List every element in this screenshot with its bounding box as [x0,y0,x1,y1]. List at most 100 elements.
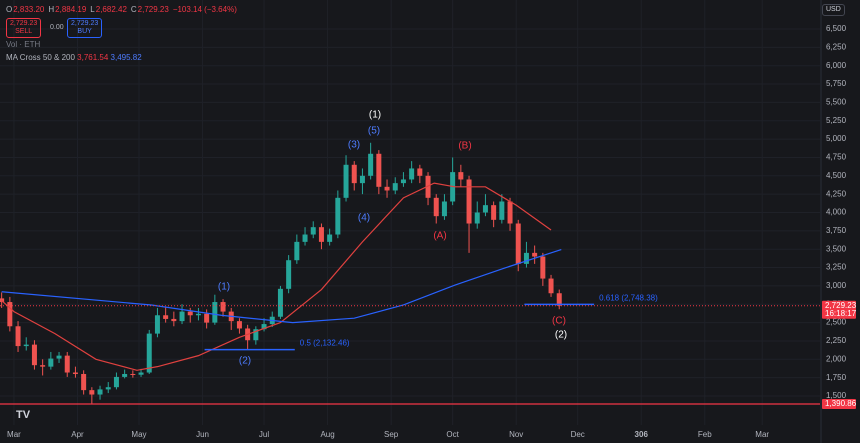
candle-body [105,387,111,390]
candle-body [122,373,128,377]
candle-body [482,205,488,213]
x-tick-label: Feb [698,430,712,439]
y-tick-label: 6,500 [826,24,847,33]
candle-body [359,175,365,184]
wave-label: (A) [433,231,446,242]
sell-button[interactable]: 2,729.23 SELL [6,18,42,38]
ohlc-value: 2,833.20 [13,5,45,14]
countdown: 16:18:17 [825,309,857,318]
candle-body [7,302,13,327]
x-tick-label: 306 [635,430,649,439]
y-tick-label: 2,000 [826,354,847,363]
x-tick-label: Mar [7,430,21,439]
candle-body [556,293,562,306]
ma-value: 3,495.82 [110,53,142,62]
y-tick-label: 1,750 [826,373,847,382]
candle-body [335,197,341,235]
change: −103.14 (−3.64%) [172,5,237,14]
candle-body [532,252,538,257]
candle-body [130,373,136,375]
candle-body [212,302,218,323]
price-tag [822,399,856,410]
buy-button[interactable]: 2,729.23 BUY [67,18,103,38]
y-tick-label: 5,750 [826,79,847,88]
price-tag-label: 1,390.86 [825,399,857,408]
x-tick-label: Oct [446,430,459,439]
candle-body [31,344,37,366]
candle-body [491,205,497,220]
candle-body [474,212,480,224]
fib-label: 0.618 (2,748.38) [599,293,658,302]
candle-body [343,164,349,198]
candle-body [253,329,259,341]
x-tick-label: Aug [320,430,334,439]
wave-label: (2) [239,356,251,367]
candle-body [56,355,62,359]
candle-body [499,201,505,220]
candle-body [261,324,267,330]
y-tick-label: 6,250 [826,42,847,51]
ohlc-key: O [6,5,13,14]
wave-label: (2) [555,330,567,341]
candle-body [466,179,472,224]
candle-body [548,278,554,294]
buy-price: 2,729.23 [71,20,99,27]
candle-body [441,201,447,217]
candle-body [400,179,406,184]
y-tick-label: 5,500 [826,98,847,107]
candle-body [515,223,521,264]
ma-value: 3,761.54 [77,53,109,62]
y-tick-label: 2,500 [826,318,847,327]
moving-average [1,248,562,324]
indicator-name: MA Cross 50 & 200 [6,53,75,62]
plot: 0.5 (2,132.46) 0.618 (2,748.38) [0,0,820,425]
ohlc-legend: O2,833.20 H2,884.19 L2,682.42 C2,729.23 −103… [6,5,237,14]
spread: 0.00 [50,24,64,31]
ohlc-value: 2,884.19 [55,5,87,14]
moving-average [1,182,552,371]
ohlc-key: H [48,5,55,14]
candle-body [146,333,152,373]
fib-label: 0.5 (2,132.46) [300,339,350,348]
wave-label: (B) [458,141,471,152]
candle-body [81,373,87,391]
wave-label: (1) [218,282,230,293]
candle-body [409,168,415,180]
ohlc-key: L [90,5,95,14]
candle-body [433,197,439,217]
candle-body [220,302,226,312]
candle-body [425,175,431,198]
candle-body [89,390,95,395]
candle-body [40,365,46,367]
candle-body [523,252,529,264]
candle-body [507,201,513,224]
y-tick-label: 5,250 [826,116,847,125]
x-tick-label: Nov [509,430,523,439]
candle-body [187,311,193,316]
candle-body [236,321,242,329]
currency-select[interactable]: USD [822,4,845,16]
sell-price: 2,729.23 [10,20,38,27]
wave-label: (3) [348,140,360,151]
y-tick-label: 5,000 [826,134,847,143]
candle-body [368,153,374,176]
candle-body [327,234,333,242]
price-tag [822,300,856,319]
y-tick-label: 3,000 [826,281,847,290]
candle-body [23,344,29,347]
candle-body [277,288,283,317]
y-tick-label: 4,250 [826,189,847,198]
candle-body [154,315,160,334]
y-tick-label: 4,000 [826,208,847,217]
y-tick-label: 3,750 [826,226,847,235]
candle-body [318,227,324,242]
y-tick-label: 4,750 [826,153,847,162]
candle-body [113,376,119,388]
sell-label: SELL [15,28,33,35]
x-tick-label: May [131,430,146,439]
wave-label: (5) [368,126,380,137]
x-tick-label: Jul [259,430,269,439]
candle-body [204,313,210,323]
